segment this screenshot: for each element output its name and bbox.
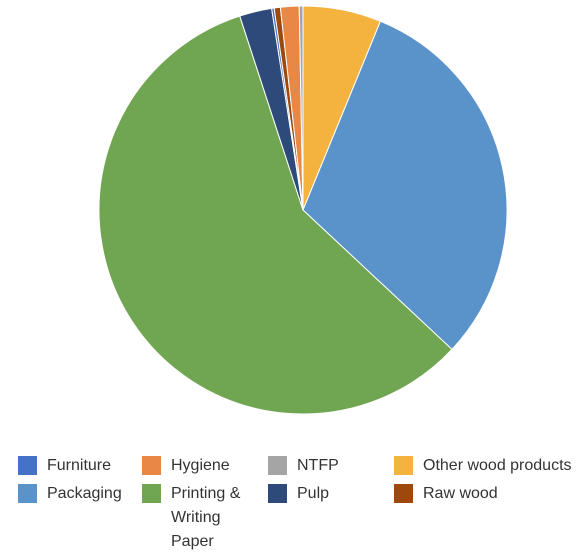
legend-swatch-other-wood-products bbox=[394, 456, 413, 475]
legend-label-raw-wood: Raw wood bbox=[423, 485, 498, 502]
legend-item-ntfp: NTFP bbox=[268, 454, 339, 478]
legend-label-hygiene: Hygiene bbox=[171, 457, 230, 474]
legend-item-furniture: Furniture bbox=[18, 454, 111, 478]
legend-item-packaging: Packaging bbox=[18, 482, 122, 506]
legend-swatch-raw-wood bbox=[394, 484, 413, 503]
legend-label-pulp: Pulp bbox=[297, 485, 330, 502]
legend-swatch-ntfp bbox=[268, 456, 287, 475]
pie-chart bbox=[98, 5, 508, 415]
legend-label-ntfp: NTFP bbox=[297, 457, 339, 474]
legend-swatch-pulp bbox=[268, 484, 287, 503]
chart-legend: Furniture Hygiene NTFP Other wood produc… bbox=[0, 454, 584, 552]
legend-item-raw-wood: Raw wood bbox=[394, 482, 498, 506]
legend-swatch-packaging bbox=[18, 484, 37, 503]
legend-label-printing-writing-paper: Printing & Writing Paper bbox=[171, 485, 241, 550]
legend-label-furniture: Furniture bbox=[47, 457, 112, 474]
pie-slice-printing-writing-paper bbox=[98, 15, 453, 415]
legend-swatch-furniture bbox=[18, 456, 37, 475]
pie-slice-packaging bbox=[302, 20, 508, 351]
legend-swatch-printing-writing-paper bbox=[142, 484, 161, 503]
legend-swatch-hygiene bbox=[142, 456, 161, 475]
legend-item-printing-writing-paper: Printing & Writing Paper bbox=[142, 482, 252, 554]
legend-item-pulp: Pulp bbox=[268, 482, 329, 506]
pie-slice-ntfp bbox=[298, 5, 304, 211]
legend-label-packaging: Packaging bbox=[47, 485, 122, 502]
legend-item-other-wood-products: Other wood products bbox=[394, 454, 572, 478]
legend-item-hygiene: Hygiene bbox=[142, 454, 230, 478]
legend-label-other-wood-products: Other wood products bbox=[423, 457, 572, 474]
